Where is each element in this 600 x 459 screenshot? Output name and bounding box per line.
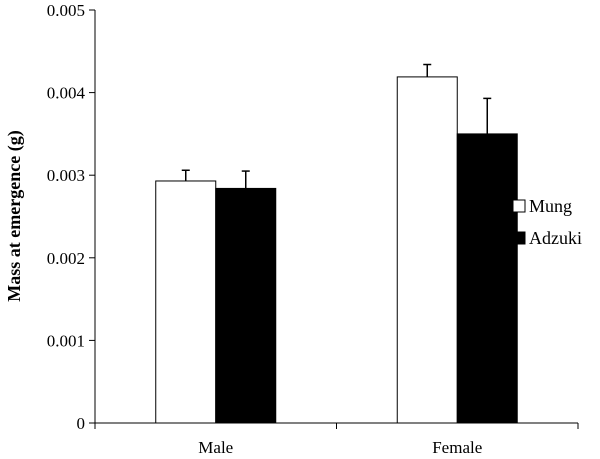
y-tick-label: 0.005 xyxy=(47,1,85,20)
y-tick-label: 0.002 xyxy=(47,249,85,268)
bar-adzuki-female xyxy=(456,133,518,424)
bar-mung-male xyxy=(155,180,217,424)
bars xyxy=(155,63,518,424)
x-category-label: Male xyxy=(198,438,233,457)
legend-label-adzuki: Adzuki xyxy=(529,228,582,248)
legend-label-mung: Mung xyxy=(529,196,572,216)
bar-mung-female xyxy=(396,76,458,424)
legend-swatch-adzuki xyxy=(512,231,526,245)
y-tick-label: 0 xyxy=(77,414,86,433)
bar-adzuki-male xyxy=(215,187,277,424)
x-category-label: Female xyxy=(432,438,482,457)
y-axis-label: Mass at emergence (g) xyxy=(4,130,25,301)
legend-swatch-mung xyxy=(512,199,526,213)
y-tick-label: 0.003 xyxy=(47,166,85,185)
y-tick-label: 0.004 xyxy=(47,84,86,103)
x-axis: Male Female xyxy=(94,422,579,457)
y-axis: 0 0.001 0.002 0.003 0.004 0.005 xyxy=(47,1,96,433)
y-tick-label: 0.001 xyxy=(47,331,85,350)
legend: Mung Adzuki xyxy=(512,196,582,248)
